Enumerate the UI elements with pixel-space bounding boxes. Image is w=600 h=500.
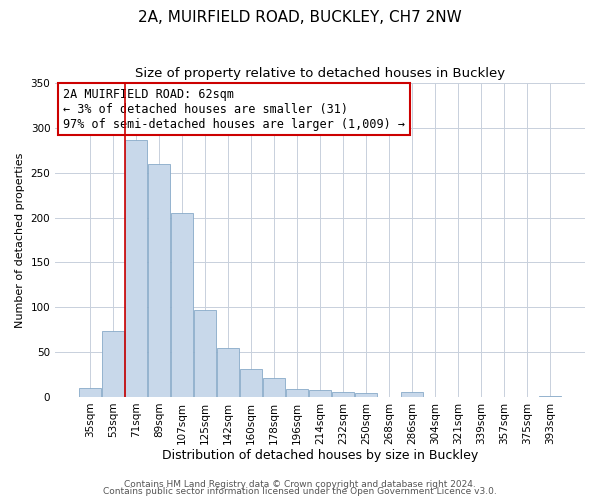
Bar (332, 392, 354, 397)
Bar (194, 310, 216, 397)
Bar (125, 140, 147, 397)
X-axis label: Distribution of detached houses by size in Buckley: Distribution of detached houses by size … (162, 450, 478, 462)
Bar (171, 213, 193, 397)
Y-axis label: Number of detached properties: Number of detached properties (15, 152, 25, 328)
Bar (102, 332, 124, 397)
Bar (79, 388, 101, 397)
Text: Contains HM Land Registry data © Crown copyright and database right 2024.: Contains HM Land Registry data © Crown c… (124, 480, 476, 489)
Text: Contains public sector information licensed under the Open Government Licence v3: Contains public sector information licen… (103, 487, 497, 496)
Bar (286, 389, 308, 397)
Bar (539, 396, 561, 397)
Bar (217, 348, 239, 397)
Bar (355, 394, 377, 397)
Bar (401, 392, 423, 397)
Text: 2A, MUIRFIELD ROAD, BUCKLEY, CH7 2NW: 2A, MUIRFIELD ROAD, BUCKLEY, CH7 2NW (138, 10, 462, 25)
Title: Size of property relative to detached houses in Buckley: Size of property relative to detached ho… (135, 68, 505, 80)
Bar (309, 390, 331, 397)
Text: 2A MUIRFIELD ROAD: 62sqm
← 3% of detached houses are smaller (31)
97% of semi-de: 2A MUIRFIELD ROAD: 62sqm ← 3% of detache… (63, 88, 405, 131)
Bar (263, 378, 285, 397)
Bar (240, 369, 262, 397)
Bar (148, 164, 170, 397)
